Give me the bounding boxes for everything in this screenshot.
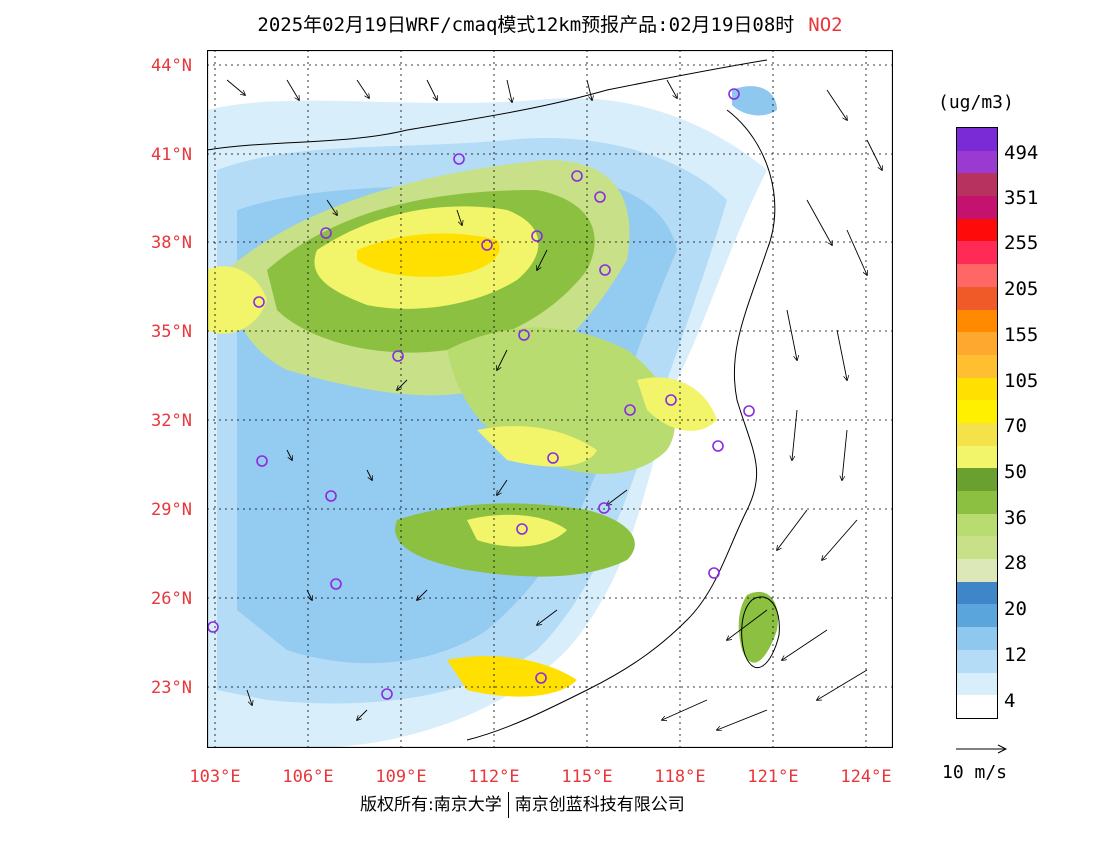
lat-label-26: 26°N: [151, 589, 192, 609]
colorbar-swatch: [957, 196, 997, 219]
colorbar-swatch: [957, 422, 997, 446]
colorbar-swatch: [957, 286, 997, 310]
concentration-field: [207, 86, 778, 748]
lat-label-38: 38°N: [151, 233, 192, 253]
company-name: 南京创蓝科技有限公司: [514, 795, 685, 815]
colorbar-label: 205: [1004, 278, 1039, 300]
copyright: 版权所有:南京大学 南京创蓝科技有限公司: [360, 790, 685, 818]
lon-label-121: 121°E: [747, 767, 799, 787]
colorbar-label: 70: [1004, 415, 1027, 437]
colorbar-swatch: [957, 695, 997, 718]
colorbar-swatch: [957, 264, 997, 287]
colorbar-label: 105: [1004, 370, 1039, 392]
colorbar-swatch: [957, 536, 997, 560]
wind-reference-label: 10 m/s: [942, 762, 1008, 783]
colorbar-swatch: [957, 627, 997, 650]
chart-title: 2025年02月19日WRF/cmaq模式12km预报产品:02月19日08时 N…: [0, 10, 1100, 37]
copyright-text: 版权所有:南京大学: [360, 795, 502, 815]
colorbar-swatch: [957, 559, 997, 582]
colorbar-swatch: [957, 491, 997, 514]
lat-label-44: 44°N: [151, 56, 192, 76]
colorbar-swatch: [957, 218, 997, 242]
colorbar-label: 28: [1004, 552, 1027, 574]
colorbar-swatch: [957, 604, 997, 628]
colorbar-label: 12: [1004, 644, 1027, 666]
colorbar-swatch: [957, 672, 997, 696]
lon-label-109: 109°E: [375, 767, 427, 787]
lon-label-118: 118°E: [654, 767, 706, 787]
colorbar-swatch: [957, 150, 997, 174]
lat-label-23: 23°N: [151, 678, 192, 698]
colorbar: [956, 127, 998, 719]
colorbar-swatch: [957, 241, 997, 265]
colorbar-swatch: [957, 468, 997, 491]
colorbar-swatch: [957, 377, 997, 401]
graticule: [207, 50, 893, 748]
divider: [507, 792, 509, 818]
title-text: 2025年02月19日WRF/cmaq模式12km预报产品:02月19日08时: [257, 14, 795, 36]
colorbar-unit: (ug/m3): [938, 92, 1014, 113]
colorbar-swatch: [957, 400, 997, 423]
pollutant-label: NO2: [808, 14, 843, 36]
colorbar-swatch: [957, 354, 997, 378]
lon-label-103: 103°E: [189, 767, 241, 787]
colorbar-swatch: [957, 581, 997, 605]
colorbar-label: 4: [1004, 690, 1016, 712]
colorbar-label: 155: [1004, 324, 1039, 346]
colorbar-swatch: [957, 309, 997, 333]
colorbar-swatch: [957, 128, 997, 151]
colorbar-label: 20: [1004, 598, 1027, 620]
lon-label-112: 112°E: [468, 767, 520, 787]
lon-label-124: 124°E: [840, 767, 892, 787]
colorbar-label: 351: [1004, 187, 1039, 209]
colorbar-label: 50: [1004, 461, 1027, 483]
wind-reference-arrow-icon: [956, 744, 1008, 754]
wind-vectors: [226, 79, 882, 730]
colorbar-label: 494: [1004, 142, 1039, 164]
colorbar-swatch: [957, 173, 997, 197]
colorbar-swatch: [957, 649, 997, 673]
colorbar-label: 255: [1004, 232, 1039, 254]
colorbar-label: 36: [1004, 507, 1027, 529]
colorbar-swatch: [957, 332, 997, 355]
coastline: [207, 59, 780, 741]
colorbar-swatch: [957, 445, 997, 469]
lat-label-41: 41°N: [151, 145, 192, 165]
lat-label-35: 35°N: [151, 322, 192, 342]
lon-label-106: 106°E: [282, 767, 334, 787]
lat-label-32: 32°N: [151, 411, 192, 431]
city-markers: [207, 88, 755, 700]
lat-label-29: 29°N: [151, 500, 192, 520]
lon-label-115: 115°E: [561, 767, 613, 787]
forecast-map: [207, 50, 893, 748]
colorbar-swatch: [957, 513, 997, 537]
